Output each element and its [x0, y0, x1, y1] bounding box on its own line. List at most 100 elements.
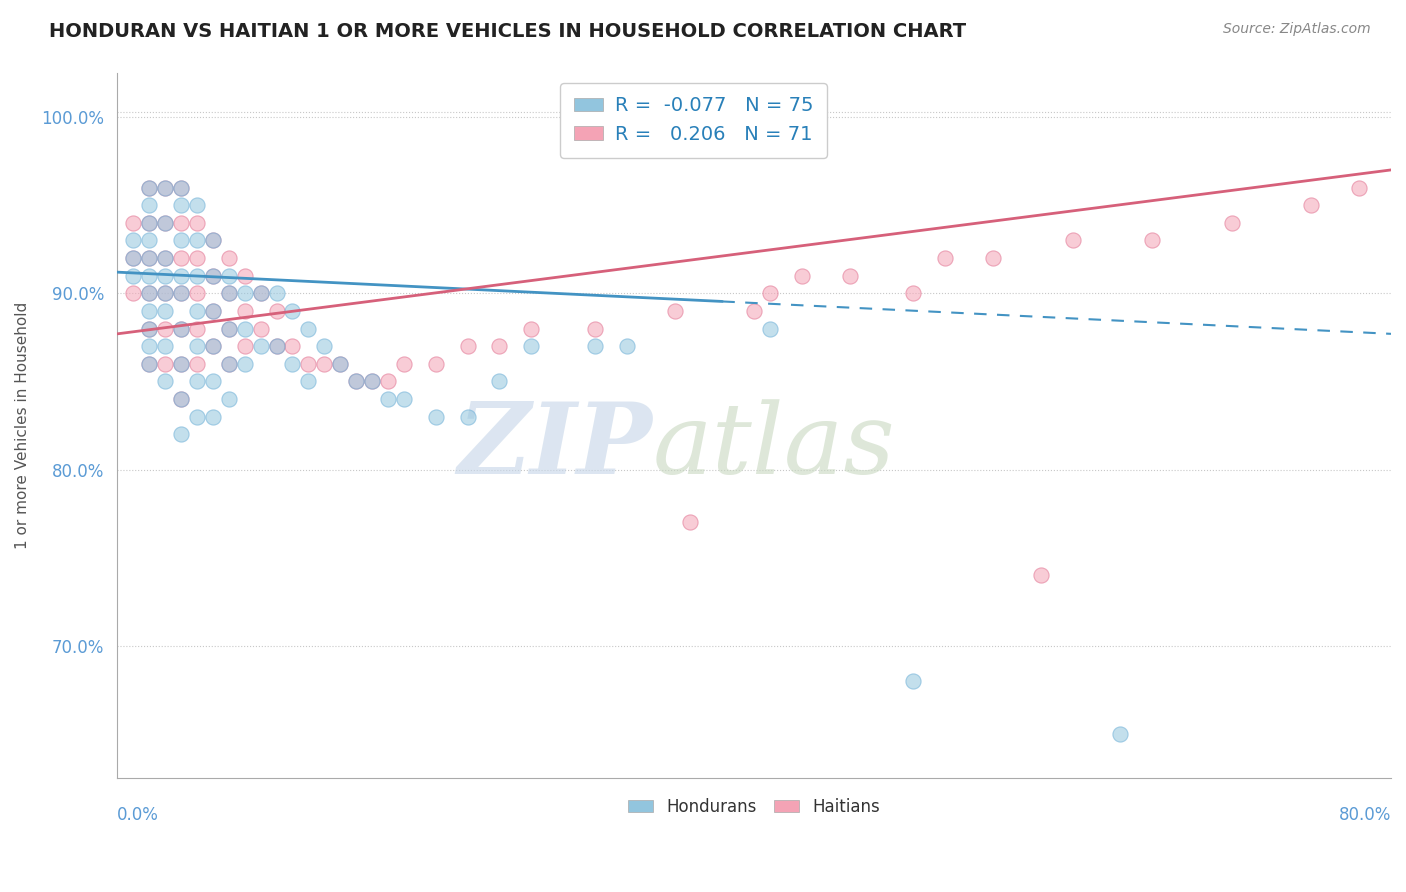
- Point: [218, 321, 240, 335]
- Point: [218, 286, 240, 301]
- Point: [138, 268, 160, 283]
- Point: [138, 321, 160, 335]
- Point: [170, 268, 193, 283]
- Point: [981, 251, 1004, 265]
- Point: [170, 321, 193, 335]
- Point: [520, 339, 543, 353]
- Point: [153, 304, 176, 318]
- Point: [153, 357, 176, 371]
- Point: [186, 321, 208, 335]
- Point: [138, 357, 160, 371]
- Point: [186, 409, 208, 424]
- Point: [186, 251, 208, 265]
- Point: [377, 375, 399, 389]
- Point: [153, 321, 176, 335]
- Point: [1301, 198, 1323, 212]
- Point: [233, 286, 256, 301]
- Point: [249, 321, 271, 335]
- Point: [186, 286, 208, 301]
- Point: [201, 304, 224, 318]
- Text: HONDURAN VS HAITIAN 1 OR MORE VEHICLES IN HOUSEHOLD CORRELATION CHART: HONDURAN VS HAITIAN 1 OR MORE VEHICLES I…: [49, 22, 966, 41]
- Point: [138, 180, 160, 194]
- Text: Source: ZipAtlas.com: Source: ZipAtlas.com: [1223, 22, 1371, 37]
- Point: [170, 392, 193, 406]
- Point: [218, 286, 240, 301]
- Point: [1348, 180, 1371, 194]
- Point: [138, 286, 160, 301]
- Point: [361, 375, 384, 389]
- Point: [281, 304, 304, 318]
- Point: [186, 198, 208, 212]
- Point: [616, 339, 638, 353]
- Point: [233, 304, 256, 318]
- Point: [233, 339, 256, 353]
- Point: [583, 339, 606, 353]
- Point: [314, 357, 336, 371]
- Point: [1029, 568, 1052, 582]
- Point: [138, 216, 160, 230]
- Point: [186, 304, 208, 318]
- Point: [153, 216, 176, 230]
- Point: [153, 251, 176, 265]
- Point: [759, 286, 782, 301]
- Point: [1140, 234, 1163, 248]
- Point: [266, 339, 288, 353]
- Point: [186, 234, 208, 248]
- Point: [1220, 216, 1243, 230]
- Point: [329, 357, 352, 371]
- Point: [138, 321, 160, 335]
- Point: [233, 321, 256, 335]
- Point: [266, 339, 288, 353]
- Point: [153, 339, 176, 353]
- Point: [679, 516, 702, 530]
- Point: [249, 286, 271, 301]
- Point: [218, 357, 240, 371]
- Point: [218, 392, 240, 406]
- Point: [233, 357, 256, 371]
- Point: [153, 286, 176, 301]
- Point: [170, 357, 193, 371]
- Point: [153, 375, 176, 389]
- Point: [170, 251, 193, 265]
- Point: [170, 216, 193, 230]
- Point: [425, 409, 447, 424]
- Point: [170, 357, 193, 371]
- Point: [138, 234, 160, 248]
- Point: [266, 304, 288, 318]
- Point: [201, 409, 224, 424]
- Point: [392, 392, 415, 406]
- Point: [201, 375, 224, 389]
- Y-axis label: 1 or more Vehicles in Household: 1 or more Vehicles in Household: [15, 301, 30, 549]
- Point: [297, 321, 319, 335]
- Point: [122, 216, 145, 230]
- Point: [170, 198, 193, 212]
- Point: [153, 268, 176, 283]
- Point: [314, 339, 336, 353]
- Point: [457, 409, 479, 424]
- Point: [392, 357, 415, 371]
- Point: [218, 268, 240, 283]
- Point: [201, 234, 224, 248]
- Point: [488, 375, 510, 389]
- Point: [201, 339, 224, 353]
- Point: [903, 286, 925, 301]
- Point: [170, 321, 193, 335]
- Point: [170, 427, 193, 442]
- Point: [266, 286, 288, 301]
- Point: [201, 339, 224, 353]
- Point: [122, 251, 145, 265]
- Point: [218, 321, 240, 335]
- Point: [233, 268, 256, 283]
- Point: [249, 286, 271, 301]
- Point: [170, 180, 193, 194]
- Text: atlas: atlas: [652, 399, 896, 494]
- Point: [838, 268, 860, 283]
- Point: [201, 304, 224, 318]
- Point: [122, 286, 145, 301]
- Point: [170, 180, 193, 194]
- Point: [329, 357, 352, 371]
- Text: 0.0%: 0.0%: [117, 806, 159, 824]
- Point: [742, 304, 765, 318]
- Text: 80.0%: 80.0%: [1339, 806, 1391, 824]
- Point: [664, 304, 686, 318]
